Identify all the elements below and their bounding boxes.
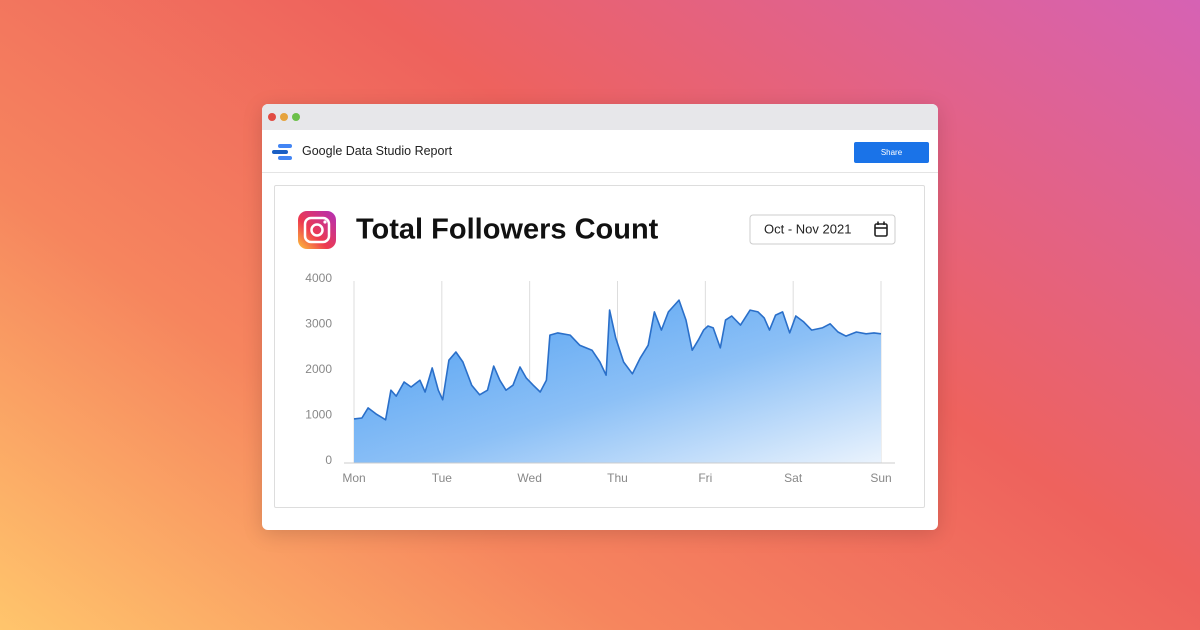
x-tick-label: Wed [517, 471, 541, 485]
app-title: Google Data Studio Report [302, 144, 453, 158]
x-tick-label: Fri [698, 471, 712, 485]
x-tick-label: Sun [870, 471, 891, 485]
app-header: Google Data Studio Report Share [262, 130, 938, 173]
y-tick-label: 2000 [305, 362, 332, 376]
x-tick-label: Sat [784, 471, 803, 485]
calendar-icon[interactable] [874, 221, 888, 237]
minimize-button[interactable] [280, 113, 288, 121]
chart-title: Total Followers Count [356, 214, 659, 246]
instagram-icon [298, 211, 336, 249]
title-bar [262, 104, 938, 130]
y-tick-label: 1000 [305, 408, 332, 422]
share-label[interactable]: Share [880, 148, 903, 157]
report-card [274, 185, 925, 508]
x-tick-label: Thu [607, 471, 628, 485]
x-tick-label: Mon [342, 471, 365, 485]
date-picker[interactable] [749, 214, 896, 245]
y-tick-label: 4000 [305, 271, 332, 285]
area [354, 300, 881, 463]
date-range[interactable]: Oct - Nov 2021 [764, 221, 851, 236]
close-button[interactable] [268, 113, 276, 121]
y-tick-label: 3000 [305, 317, 332, 331]
line [353, 299, 882, 421]
logo [272, 144, 292, 160]
share-button[interactable]: Share [854, 142, 929, 163]
y-tick-label: 0 [325, 453, 332, 467]
x-tick-label: Tue [432, 471, 453, 485]
maximize-button[interactable] [292, 113, 300, 121]
